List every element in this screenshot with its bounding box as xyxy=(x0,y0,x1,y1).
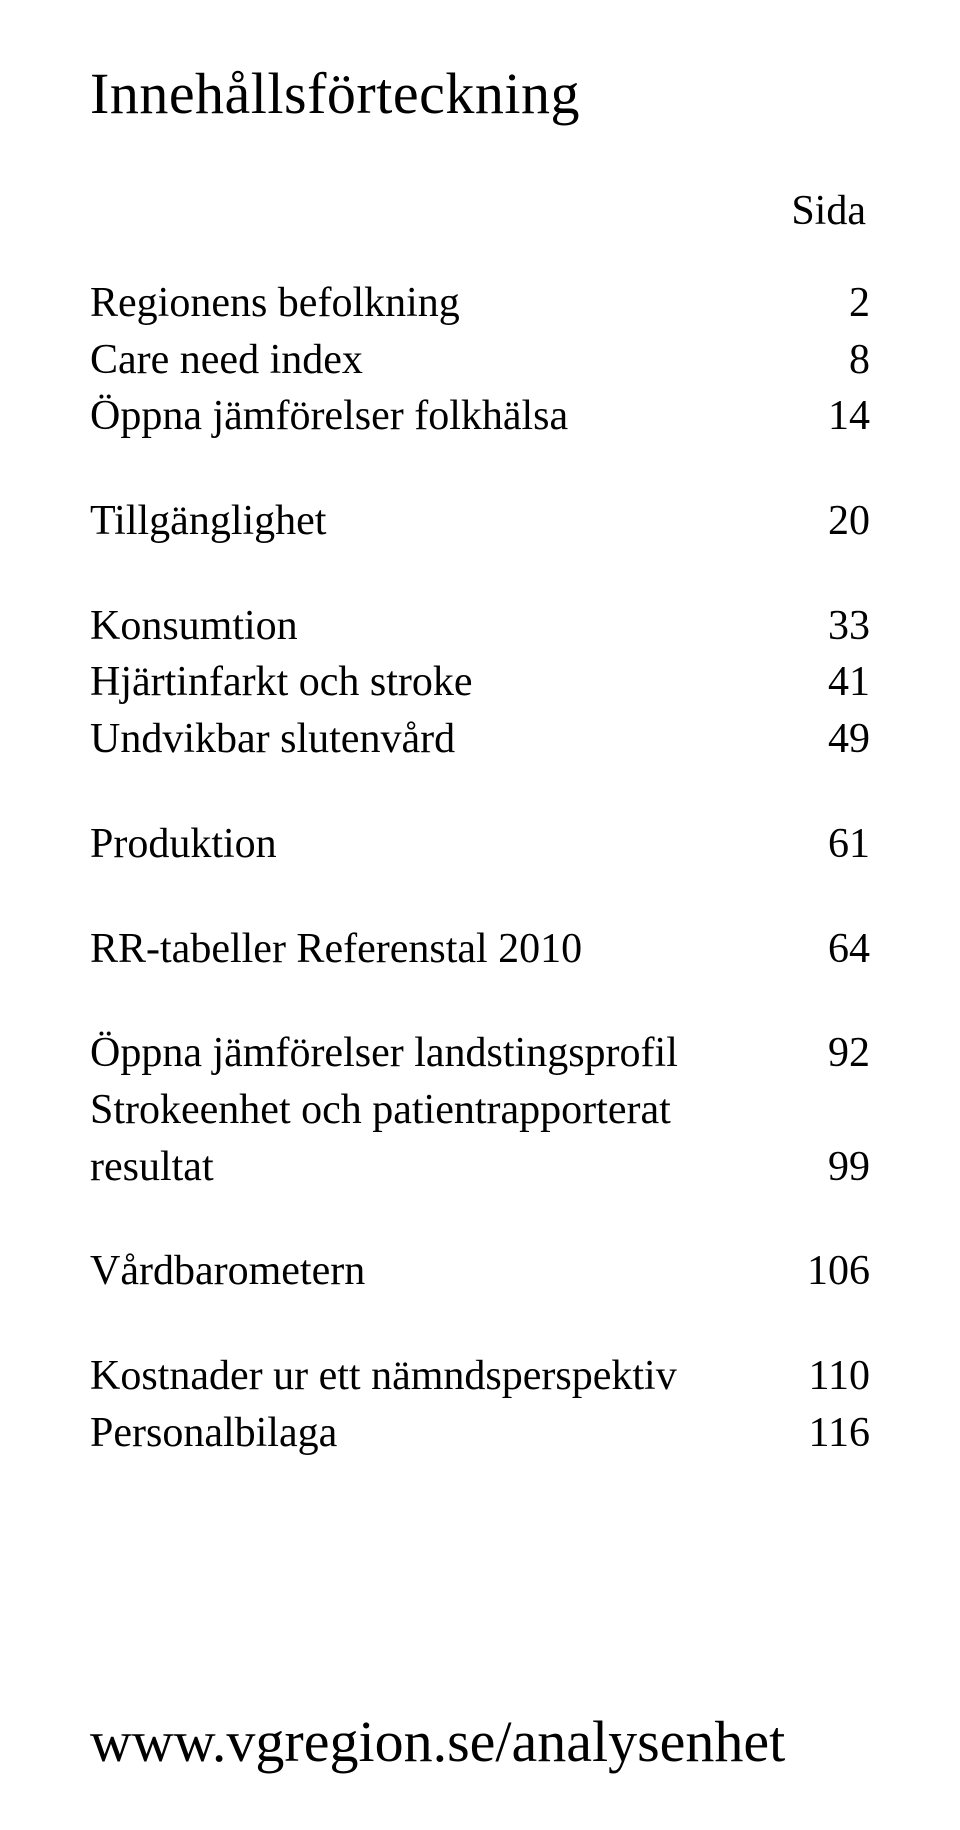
toc-entry-page: 8 xyxy=(780,332,870,389)
toc-group: Regionens befolkning 2 Care need index 8… xyxy=(90,275,870,445)
toc-entry-page: 2 xyxy=(780,275,870,332)
toc-row: Care need index 8 xyxy=(90,332,870,389)
toc-row: Strokeenhet och patientrapporterat resul… xyxy=(90,1082,870,1195)
table-of-contents: Regionens befolkning 2 Care need index 8… xyxy=(90,275,870,1461)
toc-entry-page: 106 xyxy=(780,1243,870,1300)
toc-entry-label: Regionens befolkning xyxy=(90,275,780,332)
toc-row: Öppna jämförelser landstingsprofil 92 xyxy=(90,1025,870,1082)
toc-entry-page: 49 xyxy=(780,711,870,768)
toc-group: Kostnader ur ett nämndsperspektiv 110 Pe… xyxy=(90,1348,870,1461)
toc-group: Öppna jämförelser landstingsprofil 92 St… xyxy=(90,1025,870,1195)
document-page: Innehållsförteckning Sida Regionens befo… xyxy=(0,0,960,1830)
toc-row: Tillgänglighet 20 xyxy=(90,493,870,550)
toc-row: Produktion 61 xyxy=(90,816,870,873)
toc-row: Vårdbarometern 106 xyxy=(90,1243,870,1300)
toc-entry-label: Produktion xyxy=(90,816,780,873)
toc-entry-label: Konsumtion xyxy=(90,598,780,655)
toc-entry-label: Öppna jämförelser landstingsprofil xyxy=(90,1025,780,1082)
toc-entry-page: 116 xyxy=(780,1405,870,1462)
toc-row: Undvikbar slutenvård 49 xyxy=(90,711,870,768)
toc-group: RR-tabeller Referenstal 2010 64 xyxy=(90,921,870,978)
toc-group: Vårdbarometern 106 xyxy=(90,1243,870,1300)
toc-entry-page: 110 xyxy=(780,1348,870,1405)
toc-group: Tillgänglighet 20 xyxy=(90,493,870,550)
page-column-header: Sida xyxy=(90,187,870,235)
toc-entry-label: Vårdbarometern xyxy=(90,1243,780,1300)
toc-entry-label: Kostnader ur ett nämndsperspektiv xyxy=(90,1348,780,1405)
toc-entry-page: 61 xyxy=(780,816,870,873)
toc-entry-label: Hjärtinfarkt och stroke xyxy=(90,654,780,711)
toc-entry-label: Öppna jämförelser folkhälsa xyxy=(90,388,780,445)
page-title: Innehållsförteckning xyxy=(90,60,870,127)
toc-entry-page: 14 xyxy=(780,388,870,445)
toc-entry-page: 92 xyxy=(780,1025,870,1082)
toc-entry-page: 33 xyxy=(780,598,870,655)
toc-entry-page: 20 xyxy=(780,493,870,550)
toc-entry-page: 99 xyxy=(780,1139,870,1196)
footer-url: www.vgregion.se/analysenhet xyxy=(90,1708,785,1775)
toc-entry-label: Undvikbar slutenvård xyxy=(90,711,780,768)
toc-row: Öppna jämförelser folkhälsa 14 xyxy=(90,388,870,445)
toc-entry-page: 64 xyxy=(780,921,870,978)
toc-row: Hjärtinfarkt och stroke 41 xyxy=(90,654,870,711)
toc-entry-label: Strokeenhet och patientrapporterat resul… xyxy=(90,1082,730,1195)
toc-entry-label: Tillgänglighet xyxy=(90,493,780,550)
toc-entry-page: 41 xyxy=(780,654,870,711)
toc-row: Konsumtion 33 xyxy=(90,598,870,655)
toc-row: Personalbilaga 116 xyxy=(90,1405,870,1462)
toc-entry-label: RR-tabeller Referenstal 2010 xyxy=(90,921,780,978)
toc-group: Konsumtion 33 Hjärtinfarkt och stroke 41… xyxy=(90,598,870,768)
toc-entry-label: Personalbilaga xyxy=(90,1405,780,1462)
toc-row: RR-tabeller Referenstal 2010 64 xyxy=(90,921,870,978)
toc-row: Regionens befolkning 2 xyxy=(90,275,870,332)
toc-row: Kostnader ur ett nämndsperspektiv 110 xyxy=(90,1348,870,1405)
toc-group: Produktion 61 xyxy=(90,816,870,873)
toc-entry-label: Care need index xyxy=(90,332,780,389)
